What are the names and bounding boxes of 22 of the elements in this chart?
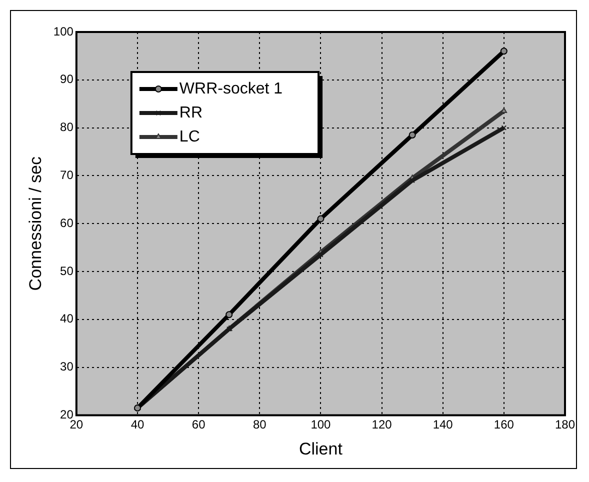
x-tick-label: 40 [130,418,144,432]
y-tick-label: 30 [60,360,74,374]
legend-label: LC [179,128,200,146]
y-tick-label: 100 [53,24,74,38]
x-tick-label: 120 [372,418,392,432]
y-axis-title: Connessioni / sec [26,156,45,291]
x-tick-label: 140 [432,418,454,432]
x-tick-label: 20 [70,418,84,432]
y-tick-label: 90 [60,72,74,86]
x-tick-label: 160 [494,418,514,432]
y-tick-label: 40 [60,312,74,326]
y-tick-label: 80 [60,120,74,134]
y-tick-label: 50 [60,264,74,278]
y-tick-label: 60 [60,216,74,230]
x-tick-label: 60 [192,418,206,432]
legend-label: WRR-socket 1 [179,80,283,98]
legend-label: RR [179,104,203,122]
y-tick-label: 70 [60,168,74,182]
x-axis-title: Client [298,439,343,458]
x-tick-label: 180 [554,418,576,432]
x-tick-label: 100 [310,418,332,432]
x-tick-label: 80 [252,418,267,432]
